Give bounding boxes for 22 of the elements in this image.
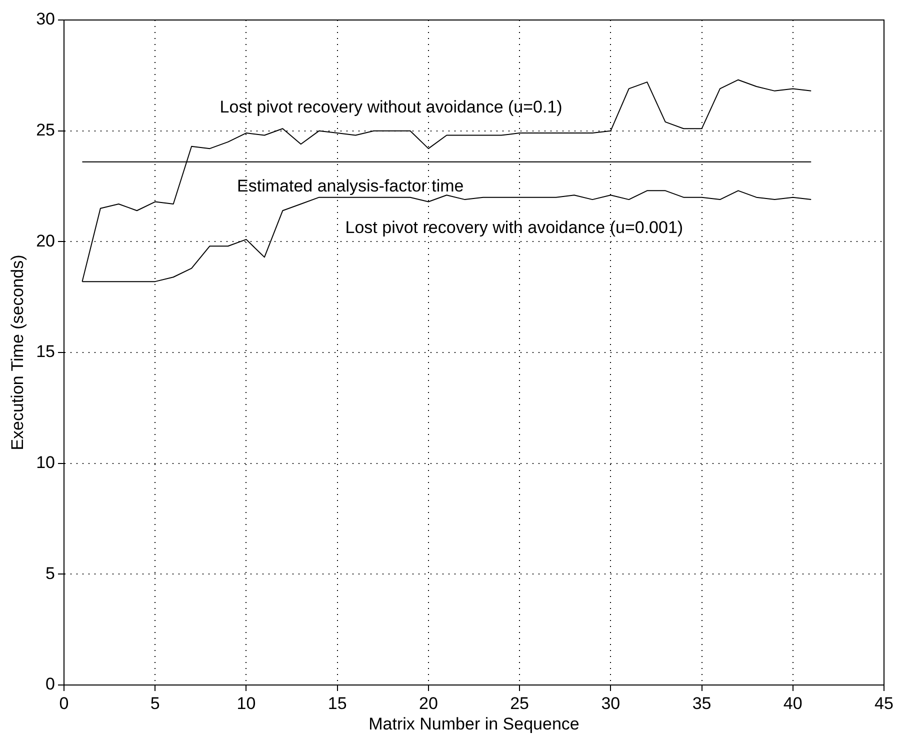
annotation: Lost pivot recovery without avoidance (u=0.1): [220, 97, 562, 116]
x-tick-label: 45: [874, 694, 894, 713]
x-tick-label: 15: [328, 694, 347, 713]
x-tick-label: 0: [59, 694, 69, 713]
y-tick-label: 20: [36, 231, 55, 250]
y-tick-label: 25: [36, 120, 55, 140]
y-tick-label: 15: [36, 342, 55, 362]
x-tick-label: 40: [783, 694, 802, 713]
y-tick-label: 30: [36, 10, 55, 29]
x-tick-label: 30: [601, 694, 620, 713]
x-axis-title: Matrix Number in Sequence: [368, 714, 580, 734]
y-axis-title: Execution Time (seconds): [8, 254, 27, 450]
x-tick-label: 25: [510, 694, 530, 713]
y-tick-label: 5: [46, 564, 55, 583]
annotation: Estimated analysis-factor time: [237, 176, 464, 196]
annotation: Lost pivot recovery with avoidance (u=0.001): [345, 218, 684, 237]
y-tick-label: 10: [36, 453, 55, 472]
x-tick-label: 35: [692, 694, 712, 713]
x-tick-label: 20: [418, 694, 438, 713]
y-tick-label: 0: [46, 674, 55, 694]
x-tick-label: 10: [236, 694, 256, 713]
x-tick-label: 5: [150, 694, 160, 713]
